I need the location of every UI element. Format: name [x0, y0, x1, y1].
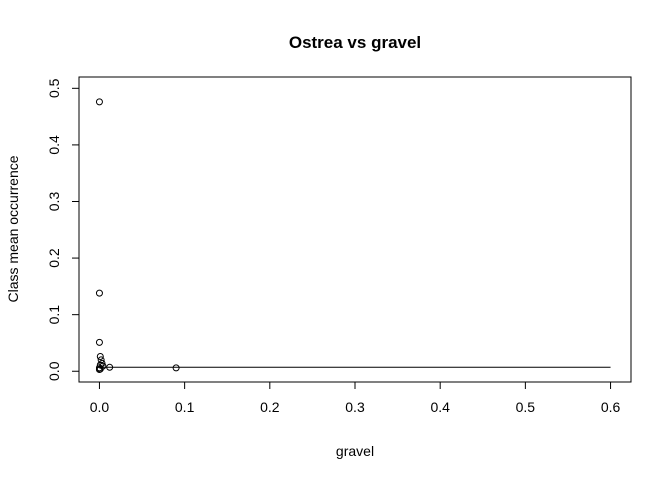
y-tick-label: 0.5: [46, 78, 62, 98]
y-tick-label: 0.4: [46, 135, 62, 155]
x-tick-label: 0.1: [175, 399, 195, 415]
data-point: [95, 289, 103, 297]
x-tick-label: 0.5: [516, 399, 536, 415]
data-point: [95, 366, 103, 374]
data-point: [95, 338, 103, 346]
x-tick-label: 0.0: [90, 399, 110, 415]
y-axis: 0.0 0.1 0.2 0.3 0.4 0.5: [46, 78, 80, 381]
x-tick-label: 0.6: [601, 399, 621, 415]
y-tick-label: 0.3: [46, 192, 62, 212]
chart-title: Ostrea vs gravel: [289, 33, 421, 52]
y-tick-label: 0.0: [46, 361, 62, 381]
x-axis-label: gravel: [336, 443, 374, 459]
data-point: [96, 353, 104, 361]
x-axis: 0.0 0.1 0.2 0.3 0.4 0.5 0.6: [90, 381, 621, 415]
x-tick-label: 0.2: [260, 399, 280, 415]
data-point: [172, 364, 180, 372]
data-points: [95, 98, 180, 374]
plot-frame: [78, 76, 632, 383]
y-tick-label: 0.1: [46, 305, 62, 325]
data-point: [97, 356, 105, 364]
y-axis-label: Class mean occurrence: [5, 155, 21, 302]
y-tick-label: 0.2: [46, 248, 62, 268]
x-tick-label: 0.4: [430, 399, 450, 415]
data-point: [106, 363, 114, 371]
data-point: [95, 98, 103, 106]
x-tick-label: 0.3: [345, 399, 365, 415]
